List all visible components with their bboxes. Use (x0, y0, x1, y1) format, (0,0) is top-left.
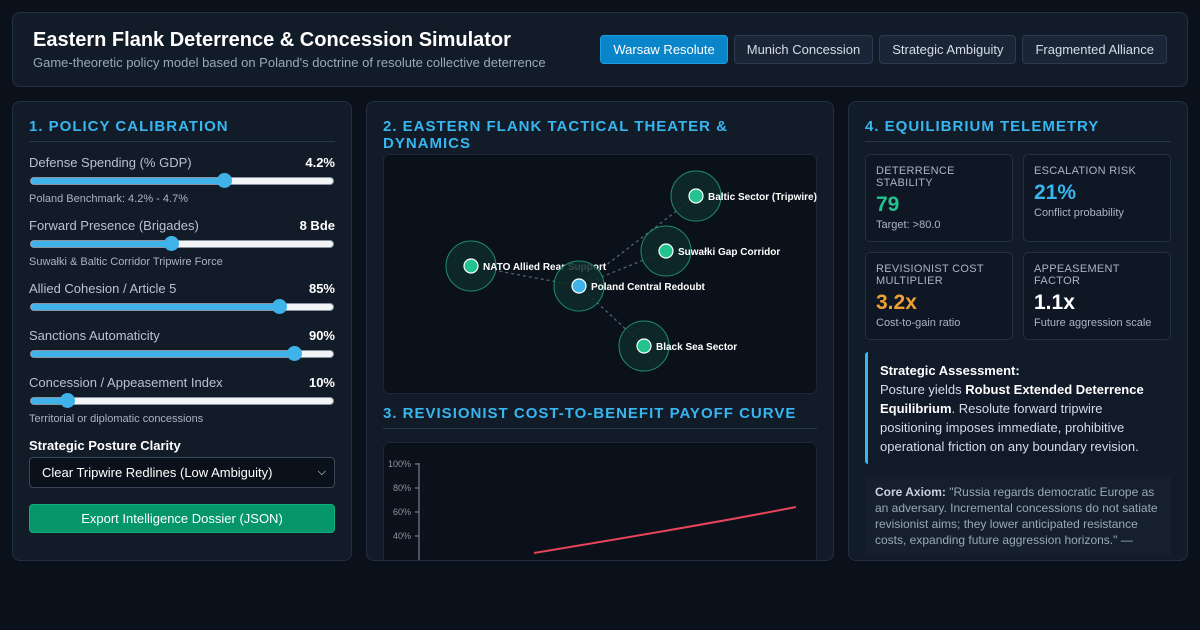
assessment-heading: Strategic Assessment: (880, 363, 1020, 378)
card-title: REVISIONIST COST MULTIPLIER (876, 263, 984, 287)
slider-fill (31, 304, 279, 310)
payoff-title: 3. REVISIONIST COST-TO-BENEFIT PAYOFF CU… (383, 405, 817, 429)
node-label: NATO Allied Rear Support (483, 262, 607, 273)
telemetry-panel: 4. EQUILIBRIUM TELEMETRY DETERRENCE STAB… (848, 101, 1188, 561)
assessment-bold: Robust Extended Deterrence Equilibrium (880, 382, 1144, 416)
revisionist-cost-card: REVISIONIST COST MULTIPLIER 3.2x Cost-to… (865, 252, 1013, 340)
slider-thumb[interactable] (60, 393, 76, 408)
payoff-curve (533, 506, 797, 554)
control-value: 90% (308, 328, 335, 343)
slider-fill (31, 241, 172, 247)
slider-thumb[interactable] (164, 236, 180, 251)
scenario-munich-concession-button[interactable]: Munich Concession (733, 35, 874, 64)
posture-clarity-label: Strategic Posture Clarity (29, 438, 181, 453)
policy-calibration-panel: 1. POLICY CALIBRATION Defense Spending (… (12, 101, 352, 561)
slider-thumb[interactable] (271, 299, 287, 314)
control-label: Defense Spending (% GDP) (29, 155, 192, 170)
theater-panel: 2. EASTERN FLANK TACTICAL THEATER & DYNA… (366, 101, 834, 561)
node-baltic-sector[interactable]: Baltic Sector (Tripwire) (670, 170, 817, 222)
telemetry-title: 4. EQUILIBRIUM TELEMETRY (865, 118, 1171, 142)
card-value: 1.1x (1034, 291, 1075, 314)
node-black-sea[interactable]: Black Sea Sector (618, 320, 737, 372)
node-suwalki-gap[interactable]: Suwałki Gap Corridor (640, 225, 780, 277)
theater-graph: Baltic Sector (Tripwire) Suwałki Gap Cor… (445, 170, 817, 372)
control-note: Poland Benchmark: 4.2% - 4.7% (29, 193, 188, 205)
axiom-label: Core Axiom: (875, 485, 946, 499)
card-subtext: Target: >80.0 (876, 219, 941, 231)
posture-clarity-select[interactable]: Clear Tripwire Redlines (Low Ambiguity) … (29, 457, 335, 488)
card-value: 79 (876, 193, 900, 216)
control-label: Forward Presence (Brigades) (29, 218, 199, 233)
node-label: Baltic Sector (Tripwire) (708, 192, 817, 203)
card-title: ESCALATION RISK (1034, 165, 1137, 177)
concession-index-slider[interactable] (30, 393, 334, 408)
axiom-text: "Russia regards democratic Europe as an … (875, 485, 1158, 547)
scenario-strategic-ambiguity-button[interactable]: Strategic Ambiguity (879, 35, 1017, 64)
card-title: APPEASEMENT FACTOR (1034, 263, 1120, 287)
slider-thumb[interactable] (286, 346, 302, 361)
control-label: Allied Cohesion / Article 5 (29, 281, 177, 296)
deterrence-stability-card: DETERRENCE STABILITY 79 Target: >80.0 (865, 154, 1013, 242)
slider-fill (31, 178, 225, 184)
select-value: Clear Tripwire Redlines (Low Ambiguity) (42, 465, 273, 480)
control-note: Suwałki & Baltic Corridor Tripwire Force (29, 256, 223, 268)
core-axiom: Core Axiom: "Russia regards democratic E… (865, 476, 1171, 556)
card-subtext: Future aggression scale (1034, 317, 1152, 329)
control-label: Concession / Appeasement Index (29, 375, 223, 390)
allied-cohesion-slider[interactable] (30, 299, 334, 314)
node-label: Black Sea Sector (656, 342, 737, 353)
slider-fill (31, 351, 294, 357)
payoff-chart: 100% 80% 60% 40% (383, 442, 817, 560)
control-value: 4.2% (305, 155, 335, 170)
scenario-warsaw-resolute-button[interactable]: Warsaw Resolute (600, 35, 728, 64)
defense-spending-slider[interactable] (30, 173, 334, 188)
strategic-assessment: Strategic Assessment: Posture yields Rob… (865, 352, 1171, 464)
node-poland-redoubt[interactable]: Poland Central Redoubt (553, 260, 706, 312)
card-title: DETERRENCE STABILITY (876, 165, 955, 189)
app-title: Eastern Flank Deterrence & Concession Si… (33, 29, 511, 51)
payoff-svg: 100% 80% 60% 40% (388, 459, 797, 560)
slider-thumb[interactable] (217, 173, 233, 188)
y-tick-label: 40% (393, 531, 411, 541)
node-nato-rear[interactable]: NATO Allied Rear Support (445, 240, 607, 292)
app-header: Eastern Flank Deterrence & Concession Si… (12, 12, 1188, 87)
control-label: Sanctions Automaticity (29, 328, 160, 343)
slider-fill (31, 398, 68, 404)
assessment-post: . Resolute forward tripwire positioning … (880, 401, 1139, 454)
control-value: 8 Bde (299, 218, 335, 233)
control-value: 10% (308, 375, 335, 390)
control-value: 85% (308, 281, 335, 296)
node-label: Suwałki Gap Corridor (678, 247, 780, 258)
card-subtext: Cost-to-gain ratio (876, 317, 961, 329)
chevron-down-icon: ⌵ (317, 466, 326, 478)
forward-presence-slider[interactable] (30, 236, 334, 251)
export-dossier-button[interactable]: Export Intelligence Dossier (JSON) (29, 504, 335, 533)
y-tick-label: 60% (393, 507, 411, 517)
policy-calibration-title: 1. POLICY CALIBRATION (29, 118, 335, 142)
sanctions-automaticity-slider[interactable] (30, 346, 334, 361)
control-note: Territorial or diplomatic concessions (29, 413, 204, 425)
card-value: 21% (1034, 181, 1077, 204)
scenario-fragmented-alliance-button[interactable]: Fragmented Alliance (1022, 35, 1167, 64)
y-tick-label: 80% (393, 483, 411, 493)
theater-map: Baltic Sector (Tripwire) Suwałki Gap Cor… (383, 154, 817, 394)
card-value: 3.2x (876, 291, 917, 314)
y-tick-label: 100% (388, 459, 411, 469)
appeasement-factor-card: APPEASEMENT FACTOR 1.1x Future aggressio… (1023, 252, 1171, 340)
app-subtitle: Game-theoretic policy model based on Pol… (33, 55, 546, 70)
escalation-risk-card: ESCALATION RISK 21% Conflict probability (1023, 154, 1171, 242)
assessment-pre: Posture yields (880, 382, 966, 397)
node-label: Poland Central Redoubt (591, 282, 706, 293)
scenario-button-group: Warsaw Resolute Munich Concession Strate… (600, 35, 1167, 64)
card-subtext: Conflict probability (1034, 207, 1124, 219)
theater-title: 2. EASTERN FLANK TACTICAL THEATER & DYNA… (383, 118, 817, 159)
